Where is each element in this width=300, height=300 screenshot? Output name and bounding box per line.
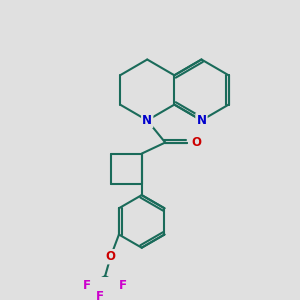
Text: N: N: [196, 114, 206, 127]
Text: O: O: [106, 250, 116, 263]
Text: N: N: [142, 114, 152, 127]
Text: F: F: [83, 279, 91, 292]
Text: F: F: [96, 290, 104, 300]
Text: F: F: [119, 279, 127, 292]
Text: O: O: [191, 136, 202, 149]
